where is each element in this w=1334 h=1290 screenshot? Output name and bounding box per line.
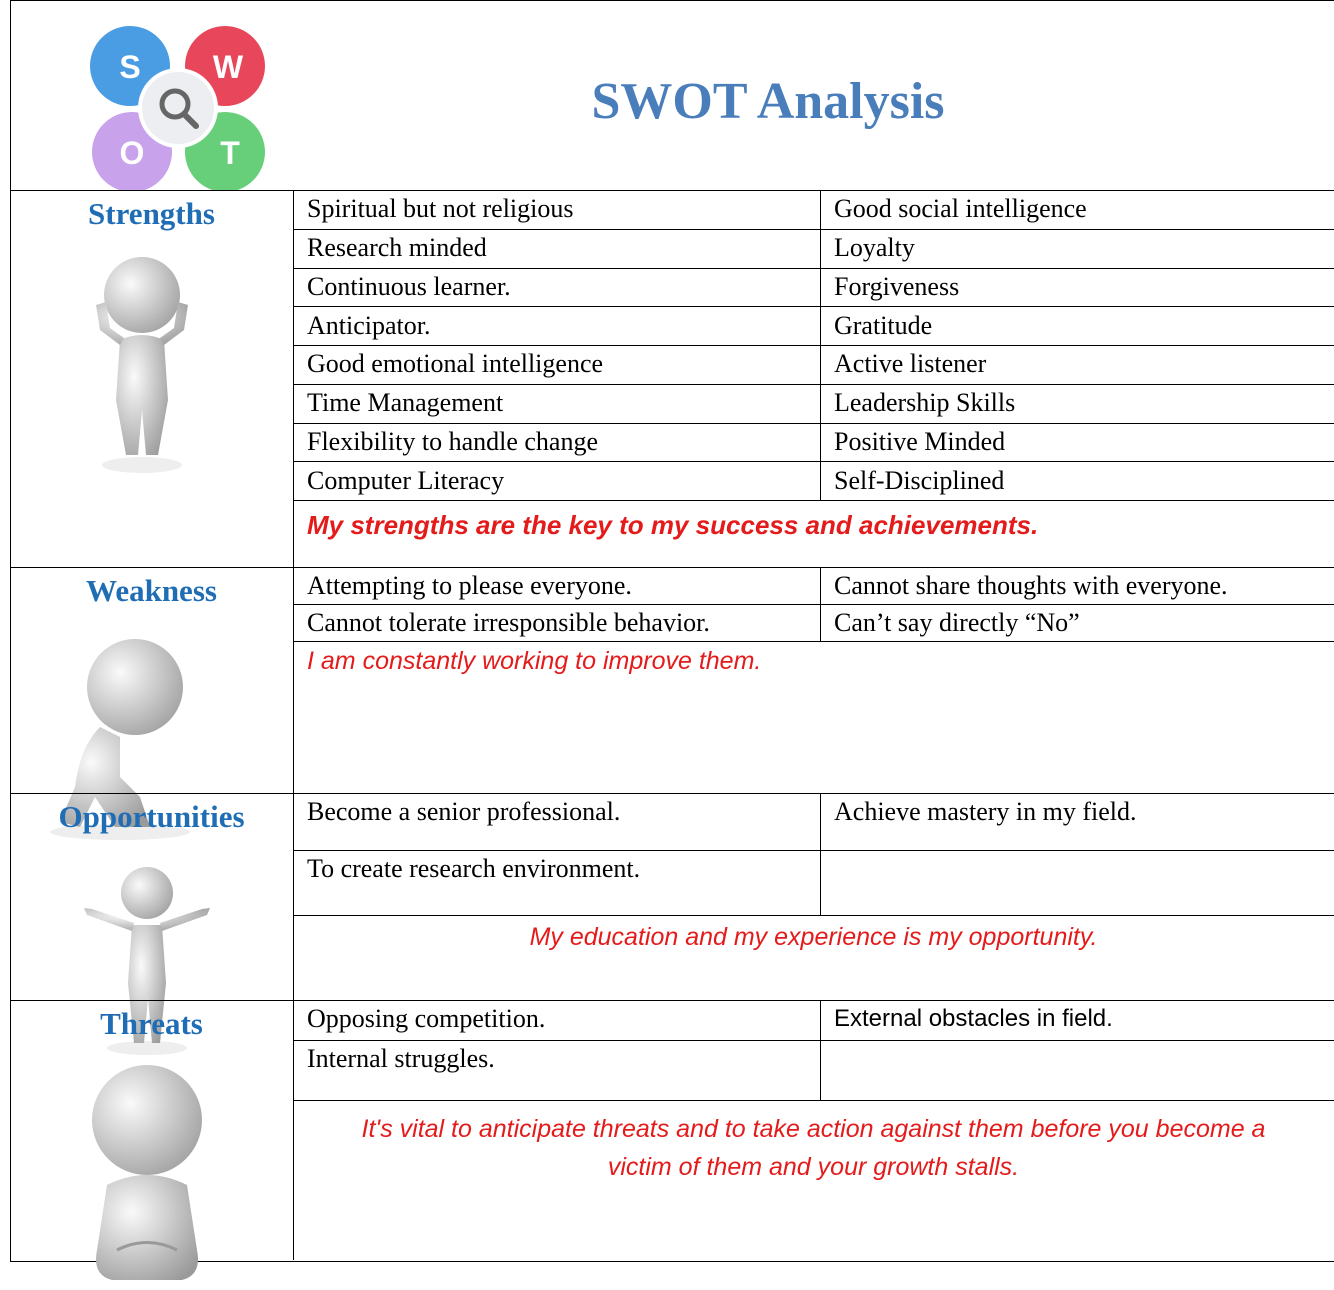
logo-letter: T [220, 135, 240, 171]
table-cell: Attempting to please everyone. [307, 570, 632, 600]
row-divider [293, 641, 1334, 642]
column-divider [820, 850, 821, 915]
table-cell: Good emotional intelligence [307, 349, 604, 379]
title: SWOT Analysis [591, 73, 945, 130]
logo-letter: W [213, 49, 244, 85]
table-cell: Forgiveness [834, 271, 960, 301]
row-divider [293, 306, 1334, 308]
table-cell: Cannot tolerate irresponsible behavior. [307, 607, 710, 637]
table-cell: Computer Literacy [307, 465, 505, 495]
table-cell: Positive Minded [834, 426, 1006, 456]
section-note: It's vital to anticipate threats and to … [361, 1115, 1266, 1181]
logo-letter: S [119, 49, 140, 85]
row-divider [293, 500, 1334, 501]
row-divider [293, 915, 1334, 916]
table-cell: Spiritual but not religious [307, 194, 574, 224]
row-divider [293, 461, 1334, 463]
figure-illustration [50, 639, 190, 840]
table-cell: Leadership Skills [834, 388, 1016, 418]
column-divider [820, 422, 821, 462]
table-cell: Anticipator. [307, 310, 431, 340]
table-cell [820, 850, 1334, 852]
table-cell: Time Management [307, 388, 504, 418]
header-divider [10, 190, 1334, 191]
row-divider [293, 383, 1334, 385]
table-cell: Opposing competition. [307, 1004, 546, 1033]
row-divider [293, 228, 1334, 230]
column-divider [820, 1000, 821, 1040]
table-cell: Can’t say directly “No” [834, 607, 1080, 637]
table-cell: External obstacles in field. [834, 1005, 1113, 1032]
column-divider [820, 793, 821, 850]
row-divider [293, 267, 1334, 269]
section-note: My strengths are the key to my success a… [307, 510, 1039, 540]
logo-letter: O [120, 135, 145, 171]
table-cell: Self-Disciplined [834, 465, 1005, 495]
column-divider [820, 461, 821, 500]
table-cell: Continuous learner. [307, 271, 511, 301]
figure-illustration [92, 1065, 202, 1280]
table-cell: Research minded [307, 233, 487, 263]
column-divider [820, 190, 821, 229]
page: S W O T SWOT Analysis Strengths Spiritual… [10, 0, 1334, 1280]
column-divider [820, 267, 821, 307]
row-divider [293, 1040, 1334, 1041]
column-divider [820, 567, 821, 604]
column-divider [820, 306, 821, 345]
row-divider [293, 422, 1334, 424]
column-divider [820, 345, 821, 384]
logo-center [138, 68, 218, 148]
section-divider [10, 793, 1334, 794]
column-divider [820, 383, 821, 423]
table-cell: Cannot share thoughts with everyone. [834, 570, 1228, 600]
column-divider [820, 1040, 821, 1100]
logo: S W O T [90, 26, 265, 190]
label-column-divider [293, 190, 294, 1260]
table-cell [820, 1040, 1334, 1042]
section-label: Opportunities [58, 799, 245, 834]
row-divider [293, 1100, 1334, 1101]
row-divider [293, 345, 1334, 346]
section-label: Threats [100, 1006, 203, 1041]
table-cell: Gratitude [834, 310, 933, 340]
section-label: Strengths [88, 196, 215, 231]
column-divider [820, 228, 821, 268]
figure-illustration [84, 867, 210, 1055]
swot-document: S W O T SWOT Analysis Strengths Spiritual… [10, 0, 1334, 1280]
table-cell: Achieve mastery in my field. [834, 797, 1137, 826]
table-cell: Active listener [834, 349, 987, 379]
section-divider [10, 1000, 1334, 1001]
table-cell: Become a senior professional. [307, 797, 621, 826]
section-label: Weakness [86, 573, 217, 608]
section-divider [10, 567, 1334, 568]
table-cell: Loyalty [834, 233, 915, 263]
figure-illustration [96, 257, 188, 473]
table-cell: Flexibility to handle change [307, 426, 598, 456]
magnifier [159, 88, 191, 120]
table-cell: Good social intelligence [834, 194, 1087, 224]
section-note: I am constantly working to improve them. [307, 647, 762, 675]
column-divider [820, 604, 821, 641]
section-note: My education and my experience is my opp… [529, 923, 1098, 951]
row-divider [293, 604, 1334, 605]
row-divider [293, 850, 1334, 851]
table-cell: Internal struggles. [307, 1044, 495, 1073]
table-cell: To create research environment. [307, 854, 641, 883]
magnifier-handle [181, 111, 199, 129]
